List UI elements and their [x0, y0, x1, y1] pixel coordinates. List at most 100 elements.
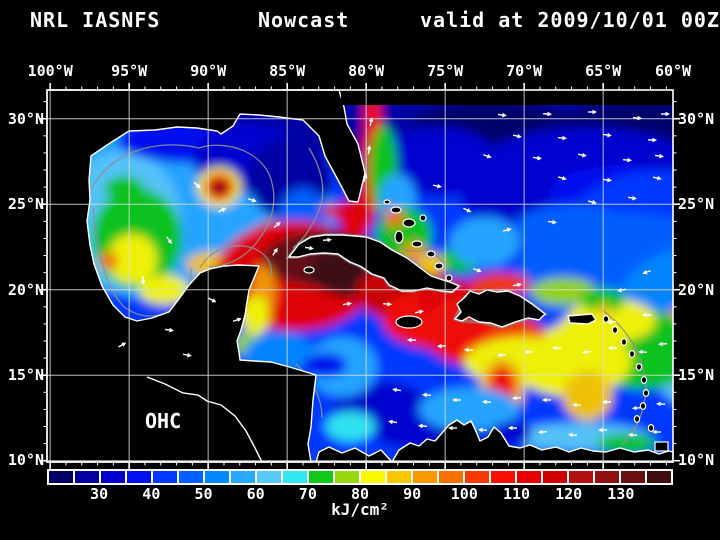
current-arrow	[464, 347, 474, 353]
current-arrow	[552, 345, 562, 351]
current-arrow	[542, 111, 552, 117]
current-arrow	[617, 287, 627, 293]
current-arrows	[118, 109, 670, 438]
current-arrow	[627, 195, 637, 201]
ohc-blob	[212, 182, 227, 194]
current-arrow	[448, 425, 457, 431]
current-arrow	[437, 343, 447, 349]
colorbar-cell	[387, 471, 411, 483]
lat-tick-label-left: 30°N	[7, 109, 44, 128]
current-arrow	[602, 177, 612, 183]
colorbar-tick: 40	[142, 485, 161, 503]
colorbar-cell	[543, 471, 567, 483]
current-arrow	[557, 135, 567, 141]
current-arrow	[388, 419, 398, 425]
lat-tick-label-right: 15°N	[678, 366, 715, 385]
current-arrow	[658, 341, 668, 347]
lat-tick-label-right: 25°N	[678, 195, 715, 214]
land-masses	[46, 89, 674, 463]
land-trinidad	[654, 441, 669, 452]
current-arrow	[304, 245, 314, 251]
current-arrow	[478, 427, 488, 433]
colorbar-cell	[595, 471, 619, 483]
colorbar-tick: 30	[90, 485, 109, 503]
current-arrow	[598, 427, 607, 433]
current-arrow	[532, 155, 542, 161]
land-jamaica	[395, 315, 423, 329]
colorbar-tick: 70	[298, 485, 317, 503]
current-arrow	[497, 112, 507, 118]
current-arrow	[422, 392, 432, 398]
current-arrow	[512, 282, 522, 288]
current-arrow	[557, 175, 567, 181]
current-arrow	[587, 199, 597, 205]
current-arrow	[418, 423, 428, 429]
land-panama	[315, 446, 393, 463]
current-arrow	[208, 297, 217, 303]
current-arrow	[407, 337, 417, 343]
ohc-blob	[385, 208, 404, 227]
lon-tick-label: 65°W	[585, 62, 622, 80]
lat-tick-label-left: 15°N	[7, 366, 44, 385]
current-arrow	[432, 183, 442, 189]
ohc-blob	[703, 402, 720, 452]
current-arrow	[482, 153, 492, 159]
current-arrow	[502, 227, 512, 233]
current-arrow	[582, 349, 592, 355]
current-arrow	[524, 349, 533, 355]
title-model: NRL IASNFS	[30, 8, 161, 32]
current-arrow	[382, 301, 392, 307]
land-south-america	[391, 419, 674, 463]
colorbar-tick: 90	[403, 485, 422, 503]
current-arrow	[642, 269, 651, 275]
ohc-blob	[303, 353, 348, 377]
current-arrow	[608, 345, 617, 351]
colorbar-cell	[75, 471, 99, 483]
current-arrow	[654, 153, 664, 159]
colorbar-cell	[283, 471, 307, 483]
ohc-blob	[449, 216, 520, 267]
lat-tick-label-left: 10°N	[7, 451, 44, 469]
lon-tick-label: 80°W	[348, 62, 385, 80]
ohc-label: OHC	[145, 409, 181, 433]
lon-tick-label: 95°W	[111, 62, 148, 80]
colorbar-cell	[439, 471, 463, 483]
current-arrow	[182, 352, 192, 358]
current-arrow	[512, 133, 522, 139]
current-arrow	[652, 175, 662, 181]
colorbar-tick: 110	[502, 485, 531, 503]
current-arrow	[588, 109, 597, 115]
colorbar-tick: 130	[607, 485, 635, 503]
colorbar-cell	[205, 471, 229, 483]
colorbar-tick: 80	[350, 485, 370, 503]
colorbar-cell	[179, 471, 203, 483]
lat-tick-label-right: 30°N	[678, 109, 715, 128]
plot-frame-ticks	[40, 83, 680, 469]
current-arrow	[366, 145, 372, 155]
current-arrow	[473, 267, 482, 273]
colorbar-cell	[647, 471, 671, 483]
ohc-blob	[554, 317, 605, 348]
current-arrow	[482, 399, 492, 405]
ohc-blob	[99, 251, 118, 270]
ohc-blob	[418, 387, 519, 432]
land-isle-of-youth	[303, 266, 315, 274]
lon-tick-label: 100°W	[27, 62, 73, 80]
current-arrow	[547, 219, 557, 225]
current-arrow	[656, 401, 666, 407]
ohc-blob	[107, 233, 158, 284]
colorbar-tick: 50	[194, 485, 213, 503]
colorbar-cell	[517, 471, 541, 483]
lon-tick-label: 90°W	[190, 62, 227, 80]
title-valid: valid at 2009/10/01 00Z	[420, 8, 720, 32]
model-domain-boundary	[341, 90, 673, 105]
current-arrow	[538, 429, 548, 435]
current-arrow	[118, 342, 127, 348]
current-arrow	[497, 352, 507, 358]
colorbar-tick: 120	[555, 485, 583, 503]
colorbar-cell	[569, 471, 593, 483]
ohc-blob	[562, 370, 613, 421]
grid-lines	[47, 90, 673, 462]
colorbar-tick: 100	[450, 485, 478, 503]
